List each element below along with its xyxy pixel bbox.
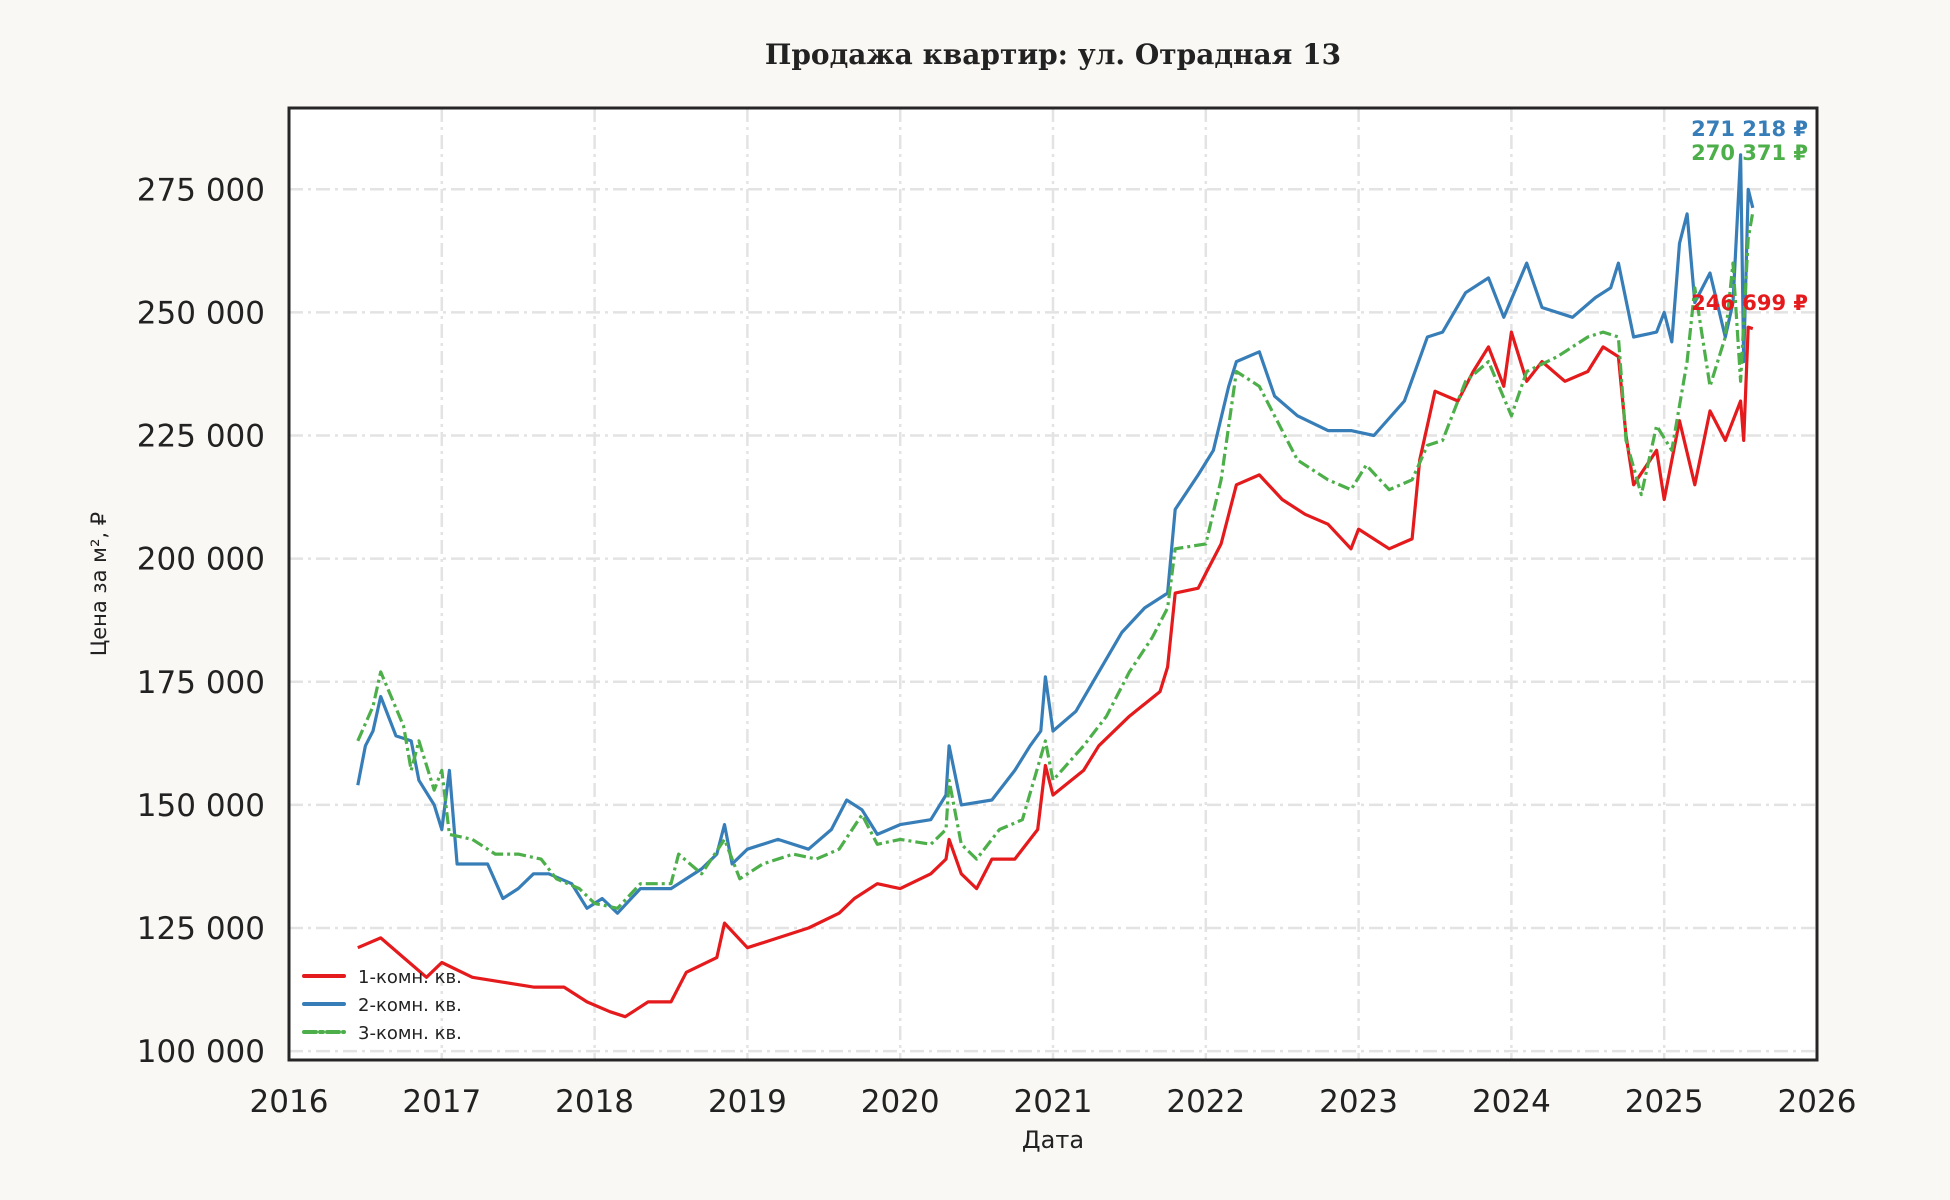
y-axis-label: Цена за м², ₽: [87, 512, 111, 656]
x-tick-label: 2019: [708, 1084, 787, 1120]
x-axis: 2016 2017 2018 2019 2020 2021 2022 2023 2024 2025…: [250, 1084, 1857, 1120]
x-tick-label: 2023: [1319, 1084, 1398, 1120]
x-tick-label: 2022: [1166, 1084, 1245, 1120]
y-tick-label: 150 000: [137, 788, 265, 824]
y-tick-label: 175 000: [137, 665, 265, 701]
x-tick-label: 2026: [1778, 1084, 1857, 1120]
series-lines: [356, 153, 1755, 1019]
chart-title: Продажа квартир: ул. Отрадная 13: [765, 38, 1341, 71]
y-axis: 100 000 125 000 150 000 175 000 200 000 225 0…: [137, 172, 265, 1070]
legend-label-2: 2-комн. кв.: [358, 995, 462, 1016]
series-line-1: [357, 325, 1754, 1019]
x-tick-label: 2020: [861, 1084, 940, 1120]
x-tick-label: 2018: [555, 1084, 634, 1120]
end-value-label-3: 270 371 ₽: [1691, 141, 1808, 165]
x-tick-label: 2021: [1014, 1084, 1093, 1120]
y-tick-label: 275 000: [137, 172, 265, 208]
x-tick-label: 2016: [250, 1084, 329, 1120]
x-tick-label: 2025: [1625, 1084, 1704, 1120]
y-tick-label: 225 000: [137, 419, 265, 455]
y-tick-label: 100 000: [137, 1034, 265, 1070]
plot-frame: [287, 106, 1819, 1062]
y-tick-label: 200 000: [137, 542, 265, 578]
end-value-label-2: 271 218 ₽: [1691, 117, 1808, 141]
x-tick-label: 2017: [402, 1084, 481, 1120]
x-tick-label: 2024: [1472, 1084, 1551, 1120]
end-labels: 246 699 ₽ 271 218 ₽270 371 ₽: [1691, 117, 1808, 315]
y-tick-label: 125 000: [137, 911, 265, 947]
x-axis-label: Дата: [1022, 1126, 1084, 1154]
series-line-3: [356, 211, 1755, 910]
legend-label-1: 1-комн. кв.: [358, 967, 462, 988]
y-tick-label: 250 000: [137, 295, 265, 331]
legend-label-3: 3-комн. кв.: [358, 1023, 462, 1044]
series-line-2: [356, 153, 1755, 915]
legend: 1-комн. кв. 2-комн. кв. 3-комн. кв.: [302, 967, 462, 1044]
end-value-label-1: 246 699 ₽: [1691, 291, 1808, 315]
